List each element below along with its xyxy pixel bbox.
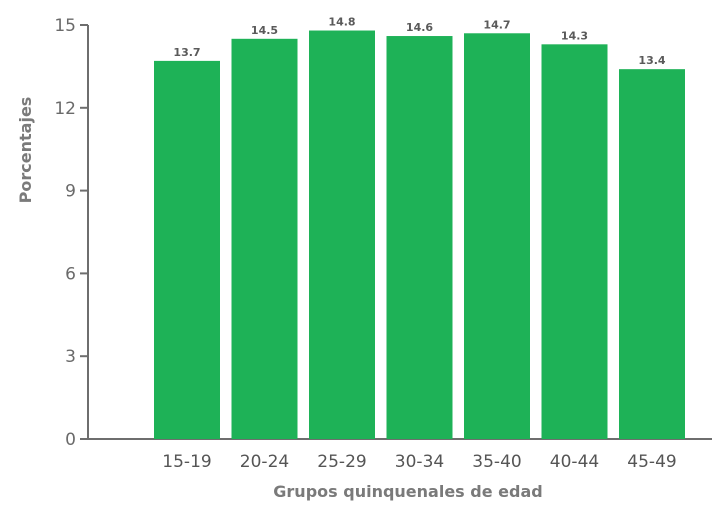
tick-labels: 0 3 6 9 12 15 15-19 20-24 25-29 30-34 35-40 40-44 45… <box>54 16 676 472</box>
bar <box>386 36 453 439</box>
x-tick-label: 35-40 <box>472 452 521 472</box>
x-tick-label: 25-29 <box>317 452 366 472</box>
x-axis-title: Grupos quinquenales de edad <box>273 482 542 501</box>
bar <box>541 44 608 439</box>
bar <box>619 69 685 439</box>
bar-value-label: 13.4 <box>638 54 665 67</box>
x-tick-label: 30-34 <box>395 452 444 472</box>
x-tick-label: 40-44 <box>550 452 599 472</box>
data-labels: 13.7 14.5 14.8 14.6 14.7 14.3 13.4 <box>173 16 665 68</box>
y-tick-label: 9 <box>65 182 76 202</box>
y-tick-label: 6 <box>65 264 76 284</box>
y-tick-label: 12 <box>54 99 76 119</box>
y-axis-title: Porcentajes <box>16 97 35 204</box>
y-tick-label: 0 <box>65 430 76 450</box>
bars <box>154 30 685 440</box>
x-tick-label: 20-24 <box>240 452 289 472</box>
bar <box>154 60 220 439</box>
y-tick-label: 3 <box>65 347 76 367</box>
bar-value-label: 14.3 <box>561 29 588 42</box>
bar-value-label: 14.5 <box>251 24 278 37</box>
y-tick-label: 15 <box>54 16 76 36</box>
bar <box>231 38 298 440</box>
x-tick-label: 15-19 <box>162 452 211 472</box>
bar-value-label: 14.8 <box>328 16 355 29</box>
x-tick-label: 45-49 <box>627 452 676 472</box>
bar-value-label: 14.6 <box>406 21 433 34</box>
bar <box>464 33 530 439</box>
bar-value-label: 13.7 <box>173 46 200 59</box>
bar-value-label: 14.7 <box>483 18 510 31</box>
bar <box>309 30 375 440</box>
